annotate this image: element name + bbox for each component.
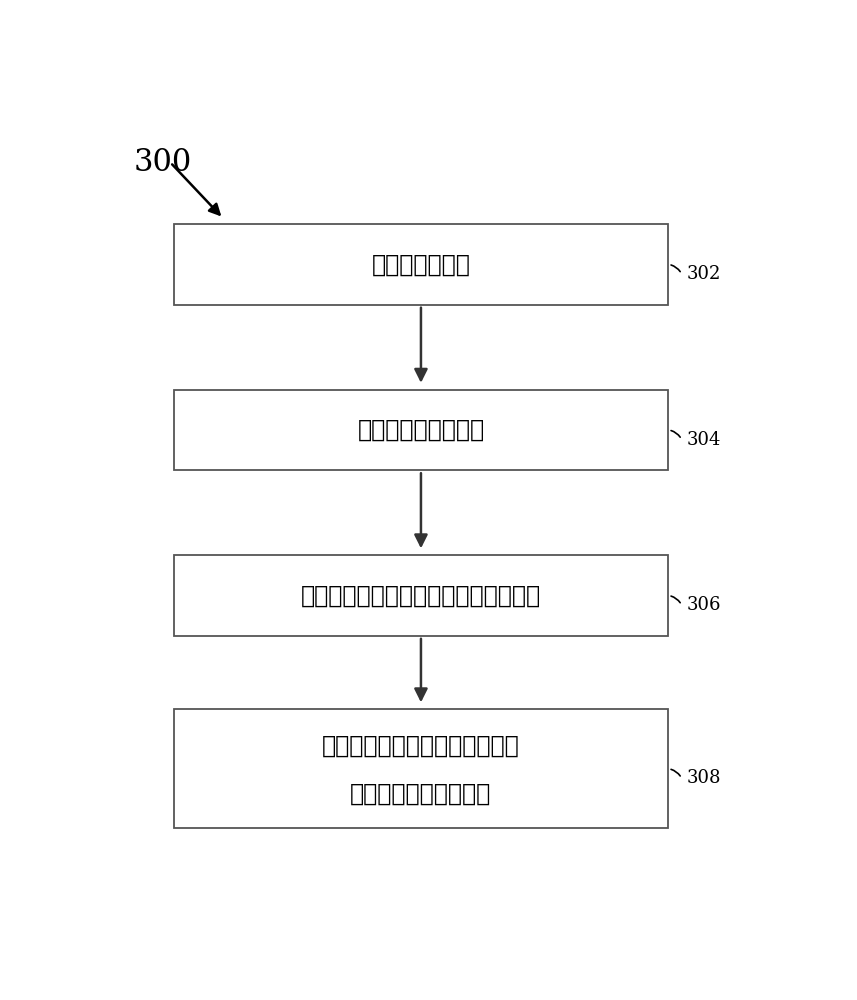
Bar	[173, 709, 668, 828]
Text: 从任务的状态信息估计预期的控制信号: 从任务的状态信息估计预期的控制信号	[301, 583, 541, 607]
Text: 306: 306	[687, 596, 722, 614]
Text: 使用获得的传感器信号和估计的: 使用获得的传感器信号和估计的	[322, 734, 520, 758]
Bar	[173, 224, 668, 305]
Text: 获得传感器信号: 获得传感器信号	[372, 252, 470, 276]
Text: 300: 300	[134, 147, 192, 178]
Bar	[173, 389, 668, 470]
Text: 控制信号更新控制映射: 控制信号更新控制映射	[351, 781, 492, 805]
Text: 获得任务的状态信息: 获得任务的状态信息	[357, 418, 484, 442]
Bar	[173, 555, 668, 636]
Text: 302: 302	[687, 265, 722, 283]
Text: 308: 308	[687, 769, 722, 787]
Text: 304: 304	[687, 431, 722, 449]
